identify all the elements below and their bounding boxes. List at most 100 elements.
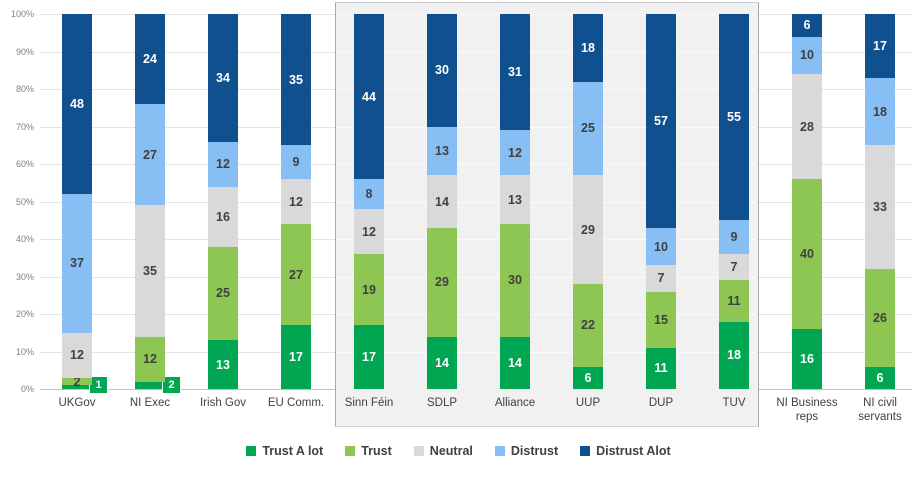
bar-segment-trust-a-lot xyxy=(646,347,676,389)
x-axis-category-label: DUP xyxy=(648,397,674,409)
x-axis-category-label: NI civil servants xyxy=(858,397,902,424)
gridline xyxy=(336,89,756,90)
bar-segment-neutral xyxy=(281,179,311,224)
data-label: 17 xyxy=(873,38,887,53)
data-label: 7 xyxy=(657,271,665,286)
data-label: 11 xyxy=(727,293,741,308)
bar-segment-neutral xyxy=(427,175,457,228)
data-label: 57 xyxy=(654,113,668,128)
y-axis-tick-label: 70% xyxy=(15,121,34,132)
bar-segment-trust xyxy=(500,224,530,337)
data-label: 14 xyxy=(435,355,449,370)
data-label: 10 xyxy=(654,239,668,254)
gridline xyxy=(336,351,756,353)
data-label: 40 xyxy=(800,246,814,261)
bar-segment-trust xyxy=(865,269,895,367)
data-label: 11 xyxy=(654,361,668,376)
data-label: 35 xyxy=(289,72,303,87)
bar-segment-distrust-alot xyxy=(573,14,603,82)
bar-segment-neutral xyxy=(500,175,530,224)
bar-segment-trust xyxy=(281,224,311,326)
y-axis-tick-label: 60% xyxy=(15,159,34,169)
legend-item: Distrust Alot xyxy=(580,444,671,458)
data-label: 27 xyxy=(143,147,157,162)
bar-segment-distrust xyxy=(354,179,384,209)
data-label: 12 xyxy=(508,145,522,160)
legend-swatch xyxy=(345,446,356,456)
bar-segment-trust-a-lot xyxy=(719,321,749,389)
legend-label: Distrust Alot xyxy=(596,444,671,458)
gridline xyxy=(336,276,756,278)
data-label: 29 xyxy=(581,222,595,237)
bar-segment-trust xyxy=(208,246,238,341)
gridline xyxy=(336,126,756,128)
data-label-callout: 2 xyxy=(162,376,181,394)
x-axis-category-label: Sinn Féin xyxy=(344,397,394,409)
data-label: 10 xyxy=(800,48,814,62)
data-label: 17 xyxy=(289,349,303,364)
legend-label: Trust xyxy=(361,444,392,458)
y-axis-tick-label: 0% xyxy=(20,384,34,394)
data-label: 24 xyxy=(143,51,157,66)
legend-swatch xyxy=(413,446,424,456)
bar-segment-distrust xyxy=(135,104,165,206)
data-label: 30 xyxy=(508,273,522,287)
data-label: 16 xyxy=(800,351,814,366)
y-axis-tick-label: 50% xyxy=(15,196,34,207)
data-label: 14 xyxy=(508,355,522,370)
highlight-panel xyxy=(335,2,759,427)
bar-segment-distrust-alot xyxy=(135,14,165,104)
gridline xyxy=(336,201,756,203)
data-label: 6 xyxy=(584,370,592,385)
data-label: 8 xyxy=(365,186,373,201)
data-label: 15 xyxy=(654,312,668,327)
bar-segment-neutral xyxy=(646,265,676,292)
bar-segment-distrust xyxy=(573,81,603,176)
bar-segment-distrust-alot xyxy=(646,14,676,228)
bar-segment-trust-a-lot xyxy=(865,366,895,389)
data-label: 55 xyxy=(727,109,741,124)
bar-segment-neutral xyxy=(573,175,603,284)
data-label: 12 xyxy=(289,194,303,209)
bar-segment-trust xyxy=(719,280,749,322)
data-label: 6 xyxy=(803,18,811,32)
data-label: 37 xyxy=(70,256,84,271)
x-axis-category-label: NI Business reps xyxy=(776,397,838,424)
bar-segment-trust-a-lot xyxy=(427,336,457,389)
data-label: 33 xyxy=(873,199,887,214)
bar-segment-distrust-alot xyxy=(62,14,92,194)
bar-segment-distrust-alot xyxy=(354,14,384,179)
bar-segment-distrust xyxy=(646,227,676,266)
data-label: 16 xyxy=(216,209,230,224)
y-axis-tick-label: 30% xyxy=(15,271,34,282)
data-label: 13 xyxy=(508,192,522,207)
bar-segment-distrust-alot xyxy=(427,14,457,127)
bar-segment-neutral xyxy=(62,332,92,378)
gridline xyxy=(336,14,756,15)
bar-segment-distrust xyxy=(719,220,749,254)
data-label: 18 xyxy=(727,348,741,362)
bar-segment-trust xyxy=(646,291,676,348)
data-label: 18 xyxy=(873,104,887,119)
data-label: 13 xyxy=(435,143,449,158)
data-label: 9 xyxy=(292,154,300,169)
gridline xyxy=(336,314,756,315)
x-axis-category-label: UKGov xyxy=(58,397,96,409)
bar-segment-trust-a-lot xyxy=(354,325,384,389)
data-label: 17 xyxy=(362,349,376,364)
legend-item: Distrust xyxy=(494,444,558,458)
bar-segment-trust xyxy=(792,179,822,329)
bar-segment-distrust xyxy=(427,126,457,176)
legend-label: Trust A lot xyxy=(262,444,324,458)
gridline xyxy=(336,51,756,53)
legend-item: Trust A lot xyxy=(246,444,323,458)
bar-segment-distrust-alot xyxy=(208,14,238,142)
bar-segment-distrust-alot xyxy=(792,14,822,37)
bar-segment-trust xyxy=(62,377,92,386)
data-label: 25 xyxy=(581,121,595,136)
legend: Trust A lot Trust Neutral Distrust Distrust … xyxy=(0,444,917,458)
y-axis-tick-label: 100% xyxy=(10,9,34,19)
bar-segment-distrust-alot xyxy=(865,14,895,78)
bar-segment-distrust xyxy=(865,77,895,146)
